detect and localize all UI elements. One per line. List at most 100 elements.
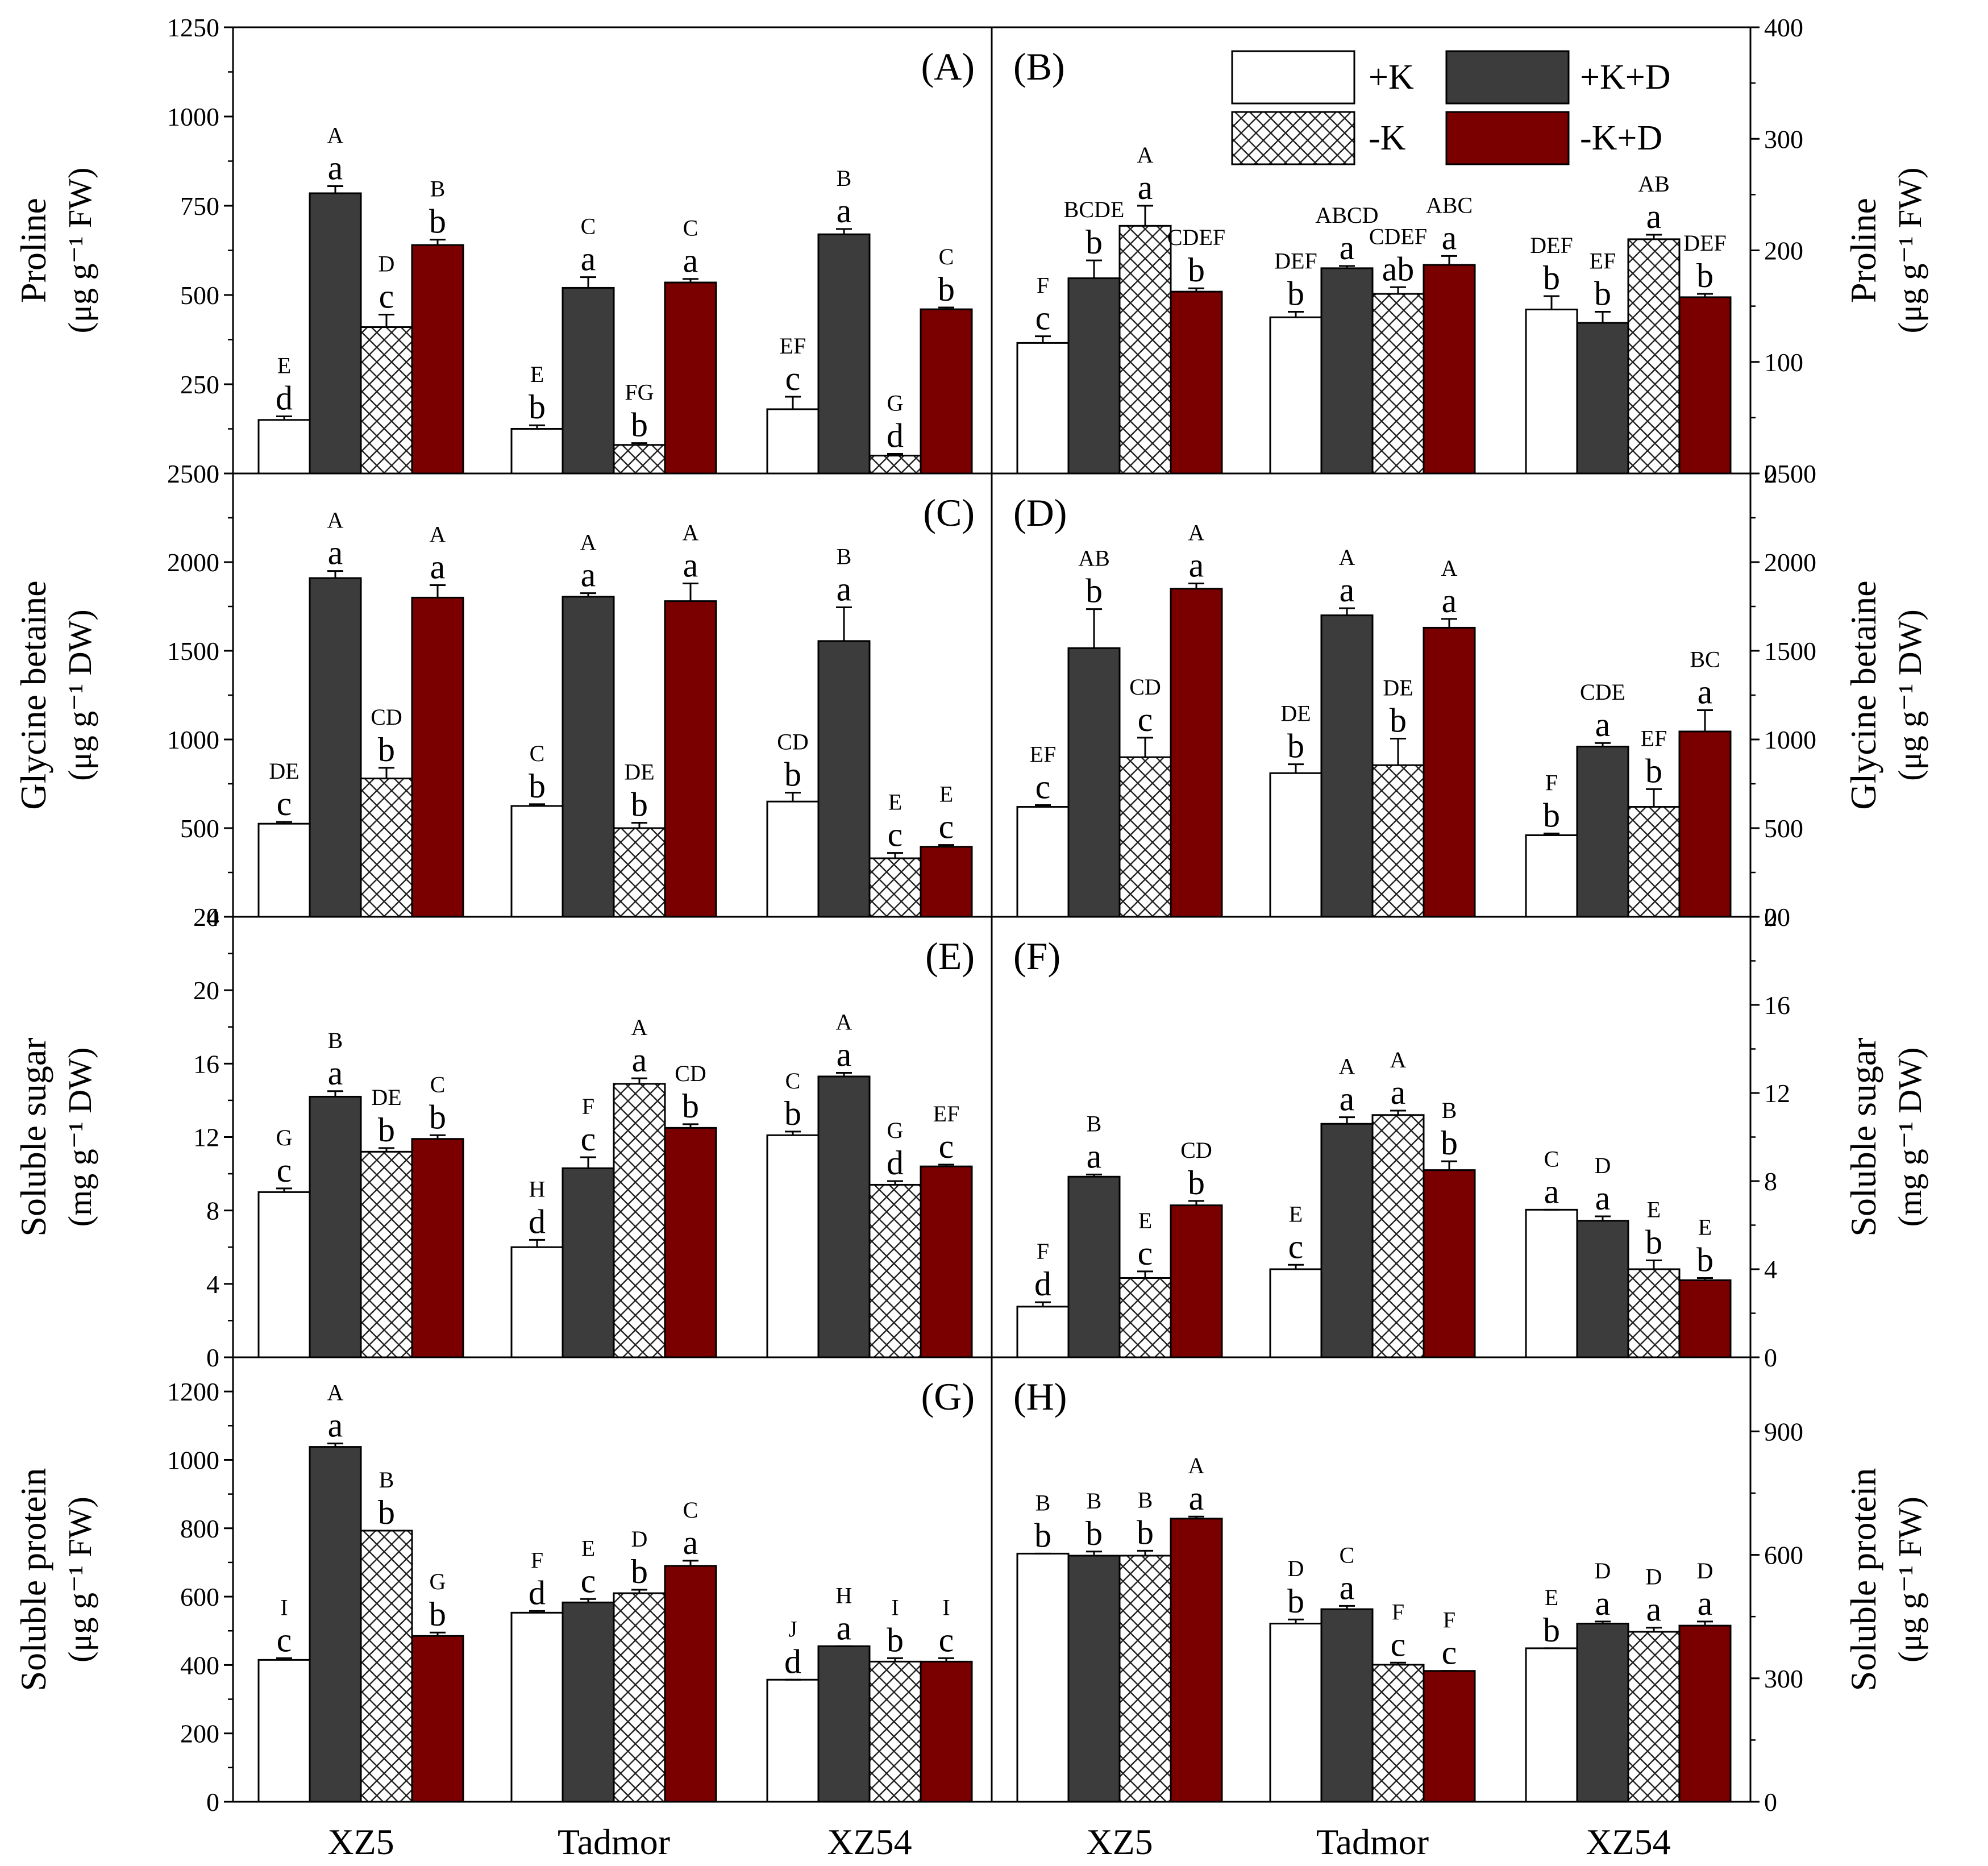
bar: [1423, 1670, 1476, 1803]
bar: [1118, 1555, 1172, 1803]
significance-upper: B: [328, 1028, 343, 1053]
significance-upper: C: [581, 214, 596, 239]
bar: [510, 805, 564, 918]
y-tick-label: 0: [1764, 459, 1777, 488]
y-tick-label: 1000: [167, 725, 219, 754]
bar: [920, 1165, 973, 1358]
significance-upper: E: [1289, 1201, 1303, 1227]
y-tick-label: 1000: [167, 1445, 219, 1474]
bar: [562, 1167, 615, 1358]
significance-upper: I: [942, 1594, 950, 1620]
significance-upper: EF: [780, 333, 806, 359]
significance-upper: F: [1545, 770, 1558, 795]
bar: [1525, 1647, 1578, 1803]
significance-upper: BC: [1690, 647, 1720, 672]
bar: [817, 1645, 871, 1803]
significance-lower: d: [784, 1643, 801, 1680]
bar: [1170, 1518, 1223, 1803]
y-tick-label: 0: [1764, 903, 1777, 932]
significance-lower: c: [277, 1621, 292, 1659]
panel-tag: (F): [1013, 934, 1060, 978]
bar: [766, 408, 820, 475]
significance-upper: DE: [371, 1084, 401, 1110]
legend-label: +K+D: [1580, 58, 1670, 97]
y-tick-label: 200: [180, 1719, 219, 1748]
significance-lower: b: [1543, 796, 1560, 834]
y-tick-label: 400: [180, 1651, 219, 1680]
significance-lower: a: [837, 1609, 852, 1647]
y-tick-label: 0: [206, 1788, 219, 1817]
y-axis-unit: (μg g⁻¹ DW): [1891, 609, 1928, 780]
significance-lower: b: [1287, 275, 1304, 312]
y-tick-label: 0: [206, 459, 219, 488]
significance-lower: c: [1442, 1634, 1457, 1672]
panel-tag: (A): [921, 45, 975, 88]
significance-upper: C: [939, 244, 954, 269]
y-axis-unit: (μg g⁻¹ FW): [1891, 1497, 1928, 1663]
significance-lower: a: [1340, 1080, 1355, 1118]
bar: [766, 1134, 820, 1358]
significance-lower: c: [277, 785, 292, 822]
bar: [562, 286, 615, 475]
significance-upper: A: [580, 530, 597, 555]
significance-lower: b: [429, 203, 446, 240]
y-tick-label: 500: [180, 281, 219, 310]
y-tick-label: 500: [180, 814, 219, 843]
bar: [1016, 342, 1070, 475]
bar: [1067, 1175, 1121, 1358]
y-tick-label: 900: [1764, 1417, 1803, 1446]
bar: [1371, 764, 1425, 918]
significance-lower: d: [529, 1574, 546, 1611]
significance-upper: D: [1646, 1564, 1662, 1590]
significance-upper: C: [683, 215, 698, 241]
y-tick-label: 800: [180, 1514, 219, 1543]
significance-upper: E: [1545, 1585, 1558, 1610]
y-axis-unit: (mg g⁻¹ DW): [61, 1048, 98, 1227]
bar: [1016, 1552, 1070, 1803]
significance-upper: B: [837, 165, 852, 191]
significance-lower: ab: [1382, 250, 1415, 288]
significance-upper: CDEF: [1167, 225, 1225, 250]
significance-lower: a: [1544, 1173, 1559, 1210]
significance-upper: A: [327, 508, 344, 533]
bar: [309, 577, 362, 918]
panel-tag: (H): [1013, 1375, 1067, 1418]
significance-lower: a: [837, 571, 852, 608]
y-tick-label: 500: [1764, 814, 1803, 843]
significance-lower: a: [328, 1054, 343, 1092]
bar: [411, 244, 464, 475]
y-axis-label: Soluble sugar: [1843, 1037, 1883, 1236]
significance-lower: b: [529, 388, 546, 426]
bar: [1525, 309, 1578, 475]
bar: [562, 596, 615, 918]
category-label: XZ54: [1586, 1822, 1670, 1862]
bar: [360, 778, 413, 918]
category-label: XZ5: [327, 1822, 394, 1862]
significance-lower: d: [887, 1144, 904, 1182]
bar: [1678, 296, 1732, 475]
significance-lower: b: [378, 1111, 395, 1149]
significance-upper: D: [1595, 1153, 1611, 1178]
significance-upper: B: [1035, 1490, 1051, 1515]
significance-lower: a: [683, 1524, 698, 1561]
significance-lower: c: [277, 1152, 292, 1189]
significance-upper: G: [887, 390, 904, 415]
bar: [1627, 238, 1681, 475]
significance-lower: c: [939, 1128, 954, 1165]
bar: [817, 233, 871, 475]
y-tick-label: 300: [1764, 1664, 1803, 1693]
legend-label: +K: [1369, 58, 1414, 97]
significance-lower: a: [1340, 1569, 1355, 1606]
panel-tag: (E): [925, 934, 975, 978]
significance-lower: b: [429, 1098, 446, 1136]
bar: [1627, 1268, 1681, 1358]
bar: [868, 455, 922, 475]
significance-lower: a: [1442, 219, 1457, 256]
y-tick-label: 16: [193, 1049, 219, 1078]
y-tick-label: 0: [1764, 1788, 1777, 1817]
y-axis-unit: (μg g⁻¹ FW): [61, 1497, 98, 1663]
bar: [920, 846, 973, 918]
